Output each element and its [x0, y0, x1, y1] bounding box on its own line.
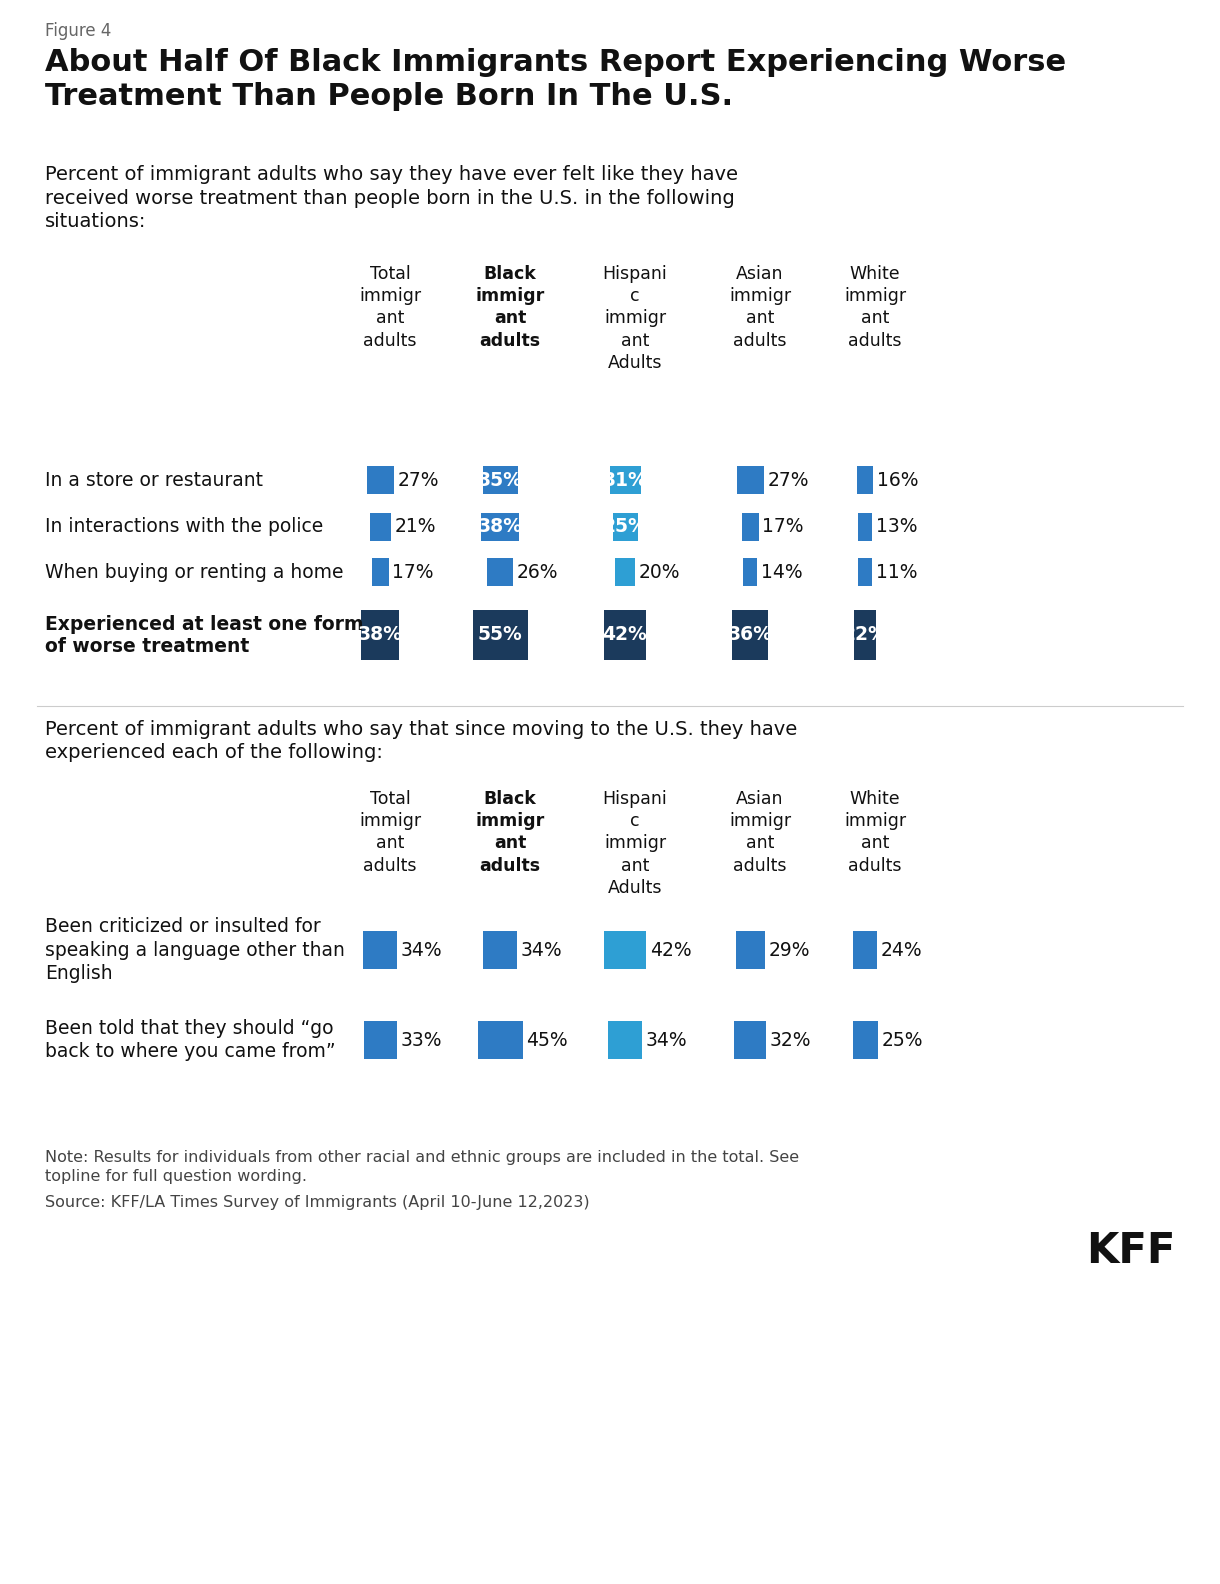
Text: 27%: 27%: [767, 470, 809, 489]
Text: Asian
immigr
ant
adults: Asian immigr ant adults: [728, 265, 791, 350]
Bar: [853, 1022, 877, 1060]
Bar: [610, 466, 640, 494]
Text: 17%: 17%: [393, 562, 434, 581]
Text: Experienced at least one form
of worse treatment: Experienced at least one form of worse t…: [45, 615, 364, 656]
Text: Asian
immigr
ant
adults: Asian immigr ant adults: [728, 790, 791, 874]
Text: Figure 4: Figure 4: [45, 22, 111, 40]
Text: Percent of immigrant adults who say they have ever felt like they have
received : Percent of immigrant adults who say they…: [45, 165, 738, 231]
Bar: [366, 466, 394, 494]
Text: 33%: 33%: [400, 1031, 442, 1050]
Text: Black
immigr
ant
adults: Black immigr ant adults: [476, 790, 544, 874]
Text: Hispani
c
immigr
ant
Adults: Hispani c immigr ant Adults: [603, 790, 667, 897]
Bar: [736, 931, 765, 969]
Bar: [472, 610, 527, 661]
Text: 34%: 34%: [647, 1031, 688, 1050]
Text: 11%: 11%: [876, 562, 917, 581]
Text: White
immigr
ant
adults: White immigr ant adults: [844, 790, 906, 874]
Text: 36%: 36%: [727, 626, 772, 645]
Text: 31%: 31%: [603, 470, 648, 489]
Bar: [487, 558, 512, 586]
Text: Been told that they should “go
back to where you came from”: Been told that they should “go back to w…: [45, 1019, 336, 1061]
Text: 16%: 16%: [877, 470, 919, 489]
Bar: [364, 1022, 396, 1060]
Bar: [615, 558, 634, 586]
Text: In interactions with the police: In interactions with the police: [45, 518, 323, 537]
Bar: [481, 513, 518, 542]
Text: 32%: 32%: [770, 1031, 811, 1050]
Bar: [370, 513, 390, 542]
Bar: [854, 610, 876, 661]
Bar: [856, 466, 874, 494]
Text: White
immigr
ant
adults: White immigr ant adults: [844, 265, 906, 350]
Text: 38%: 38%: [477, 518, 522, 537]
Text: Been criticized or insulted for
speaking a language other than
English: Been criticized or insulted for speaking…: [45, 917, 345, 984]
Bar: [608, 1022, 642, 1060]
Bar: [858, 558, 872, 586]
Text: 42%: 42%: [603, 626, 648, 645]
Text: In a store or restaurant: In a store or restaurant: [45, 470, 264, 489]
Text: 21%: 21%: [394, 518, 436, 537]
Bar: [743, 558, 756, 586]
Text: Hispani
c
immigr
ant
Adults: Hispani c immigr ant Adults: [603, 265, 667, 372]
Bar: [858, 513, 872, 542]
Bar: [372, 558, 388, 586]
Text: 25%: 25%: [882, 1031, 924, 1050]
Text: When buying or renting a home: When buying or renting a home: [45, 562, 344, 581]
Text: 20%: 20%: [639, 562, 681, 581]
Text: 13%: 13%: [876, 518, 917, 537]
Text: 17%: 17%: [762, 518, 804, 537]
Bar: [612, 513, 638, 542]
Bar: [742, 513, 759, 542]
Text: 55%: 55%: [477, 626, 522, 645]
Text: 35%: 35%: [477, 470, 522, 489]
Bar: [734, 1022, 766, 1060]
Bar: [361, 610, 399, 661]
Text: 34%: 34%: [401, 941, 443, 960]
Text: 22%: 22%: [843, 626, 887, 645]
Bar: [853, 931, 877, 969]
Text: 25%: 25%: [603, 518, 648, 537]
Text: Total
immigr
ant
adults: Total immigr ant adults: [359, 265, 421, 350]
Text: About Half Of Black Immigrants Report Experiencing Worse
Treatment Than People B: About Half Of Black Immigrants Report Ex…: [45, 48, 1066, 111]
Bar: [364, 931, 396, 969]
Text: 29%: 29%: [769, 941, 810, 960]
Text: 34%: 34%: [521, 941, 562, 960]
Text: 26%: 26%: [517, 562, 559, 581]
Text: Percent of immigrant adults who say that since moving to the U.S. they have
expe: Percent of immigrant adults who say that…: [45, 721, 797, 762]
Bar: [604, 610, 647, 661]
Text: Total
immigr
ant
adults: Total immigr ant adults: [359, 790, 421, 874]
Text: 38%: 38%: [357, 626, 403, 645]
Text: Source: KFF/LA Times Survey of Immigrants (April 10-June 12,2023): Source: KFF/LA Times Survey of Immigrant…: [45, 1194, 589, 1210]
Text: Note: Results for individuals from other racial and ethnic groups are included i: Note: Results for individuals from other…: [45, 1150, 799, 1183]
Bar: [732, 610, 769, 661]
Text: 27%: 27%: [398, 470, 439, 489]
Text: KFF: KFF: [1086, 1231, 1175, 1272]
Text: Black
immigr
ant
adults: Black immigr ant adults: [476, 265, 544, 350]
Bar: [482, 466, 517, 494]
Bar: [604, 931, 647, 969]
Text: 42%: 42%: [650, 941, 692, 960]
Text: 24%: 24%: [881, 941, 922, 960]
Bar: [483, 931, 517, 969]
Text: 14%: 14%: [761, 562, 803, 581]
Text: 45%: 45%: [527, 1031, 569, 1050]
Bar: [737, 466, 764, 494]
Bar: [477, 1022, 522, 1060]
